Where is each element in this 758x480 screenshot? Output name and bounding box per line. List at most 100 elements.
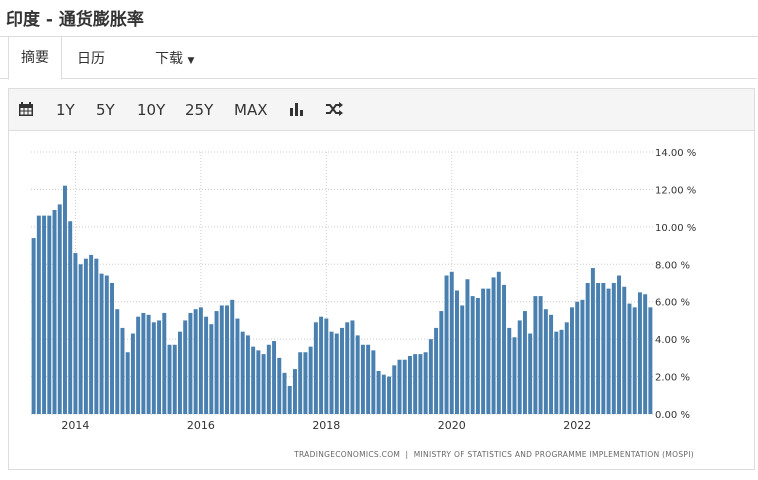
bar — [512, 337, 517, 414]
y-tick-label: 6.00 % — [655, 298, 690, 309]
bar — [230, 299, 235, 414]
bar — [381, 374, 386, 414]
bar — [376, 370, 381, 414]
bar — [470, 296, 475, 414]
bar — [449, 271, 454, 414]
bar — [256, 350, 261, 414]
header: 印度 - 通货膨胀率 — [0, 0, 758, 37]
tab-label: 下载 — [155, 51, 183, 67]
bar — [622, 286, 627, 414]
bar — [496, 271, 501, 414]
bar — [528, 333, 533, 414]
bar — [272, 341, 277, 414]
bar — [219, 305, 224, 414]
bar — [172, 344, 177, 414]
bar — [125, 352, 130, 414]
bar — [204, 316, 209, 414]
bar — [251, 346, 256, 414]
bar — [575, 301, 580, 414]
bar — [360, 344, 365, 414]
page-title: 印度 - 通货膨胀率 — [6, 10, 144, 30]
bar — [486, 288, 491, 414]
bar — [507, 327, 512, 414]
bar — [569, 307, 574, 414]
bar — [177, 331, 182, 414]
y-tick-label: 12.00 % — [655, 185, 696, 196]
bar — [157, 320, 162, 414]
chart-type-icon[interactable] — [289, 101, 305, 117]
source: TRADINGECONOMICS.COM | MINISTRY OF STATI… — [293, 450, 694, 459]
bar — [611, 283, 616, 414]
bar — [533, 296, 538, 414]
compare-icon[interactable] — [325, 101, 343, 117]
bar — [57, 204, 62, 414]
bar — [502, 284, 507, 414]
bar — [303, 352, 308, 414]
bar — [183, 320, 188, 414]
bar — [141, 312, 146, 414]
bar — [538, 296, 543, 414]
bar — [68, 221, 73, 414]
bar — [559, 329, 564, 414]
bar — [596, 283, 601, 414]
bar — [110, 283, 115, 414]
range-button[interactable]: MAX — [234, 101, 268, 119]
bar — [193, 309, 198, 414]
bar — [345, 322, 350, 414]
bar — [298, 352, 303, 414]
bar — [62, 185, 67, 414]
bar — [617, 275, 622, 414]
bar — [120, 327, 125, 414]
tab[interactable]: 摘要 — [8, 36, 62, 80]
bar — [130, 333, 135, 414]
y-tick-label: 14.00 % — [655, 148, 696, 159]
bar — [444, 275, 449, 414]
tab-bar: 摘要 日历 下载 ▼ — [0, 36, 757, 80]
tab[interactable]: 日历 — [77, 51, 105, 67]
bar — [460, 305, 465, 414]
range-button[interactable]: 5Y — [96, 101, 115, 119]
bar — [481, 288, 486, 414]
bar — [522, 311, 527, 414]
bar — [277, 357, 282, 414]
bar — [637, 292, 642, 414]
bar — [151, 322, 156, 414]
bar — [99, 273, 104, 414]
y-tick-label: 4.00 % — [655, 335, 690, 346]
bar — [94, 258, 99, 414]
bar — [580, 299, 585, 414]
bar — [439, 311, 444, 414]
x-tick-label: 2016 — [187, 419, 215, 432]
range-button[interactable]: 25Y — [185, 101, 214, 119]
bar — [517, 320, 522, 414]
bar — [235, 318, 240, 414]
calendar-icon[interactable] — [18, 101, 34, 117]
bar — [366, 344, 371, 414]
bar — [407, 355, 412, 414]
range-button[interactable]: 10Y — [137, 101, 166, 119]
y-tick-label: 2.00 % — [655, 373, 690, 384]
bar — [282, 372, 287, 414]
bar — [491, 277, 496, 414]
bar — [209, 324, 214, 414]
bar — [287, 385, 292, 414]
bar — [585, 283, 590, 414]
bar — [324, 318, 329, 414]
bar — [188, 312, 193, 414]
range-button[interactable]: 1Y — [56, 101, 75, 119]
bar — [643, 294, 648, 414]
bar — [167, 344, 172, 414]
tab[interactable]: 下载 ▼ — [155, 51, 195, 67]
bar — [83, 258, 88, 414]
bar — [350, 320, 355, 414]
bar — [554, 331, 559, 414]
bar — [418, 354, 423, 414]
x-tick-label: 2014 — [61, 419, 89, 432]
bar — [245, 335, 250, 414]
bar — [198, 307, 203, 414]
y-tick-label: 8.00 % — [655, 260, 690, 271]
y-tick-label: 10.00 % — [655, 223, 696, 234]
bar — [397, 359, 402, 414]
bar — [590, 268, 595, 414]
y-tick-label: 0.00 % — [655, 410, 690, 421]
